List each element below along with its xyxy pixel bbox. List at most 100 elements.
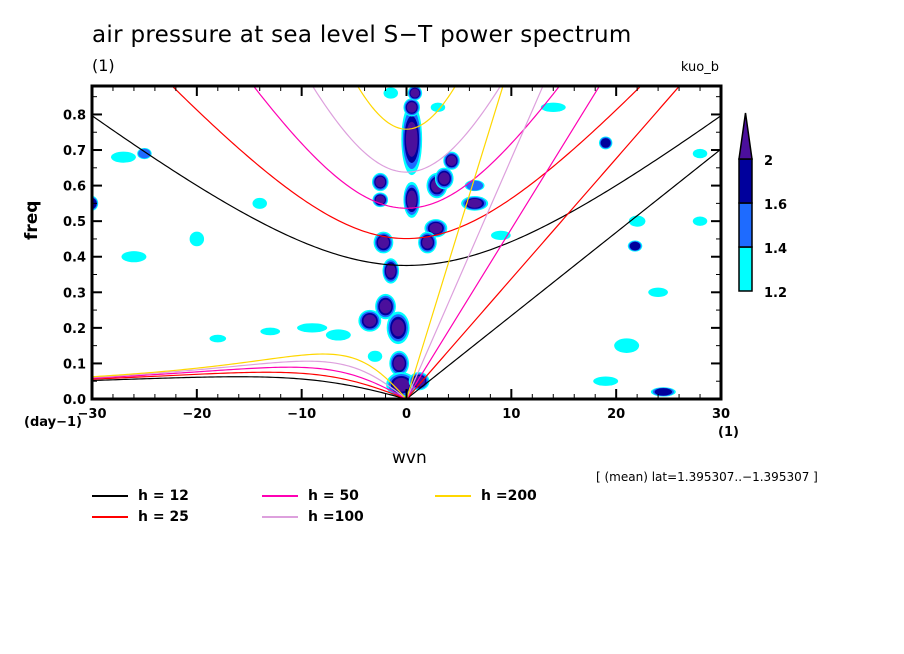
inertia-gravity-curve: [171, 86, 642, 240]
legend-label: h = 25: [138, 509, 189, 525]
contour-level-0: [252, 197, 267, 209]
contour-region: [593, 376, 619, 386]
latitude-note: [ (mean) lat=1.395307..−1.395307 ]: [596, 470, 818, 484]
contour-level-3: [393, 356, 405, 371]
contour-level-0: [383, 87, 399, 99]
contour-region: [648, 287, 668, 297]
legend-item: h =200: [435, 488, 537, 504]
rossby-curve: [92, 353, 407, 399]
x-axis-label: wvn: [392, 448, 427, 468]
legend-item: h = 12: [92, 488, 189, 504]
contour-region: [260, 327, 281, 336]
x-axis-unit: (1): [718, 425, 739, 440]
rossby-curve: [92, 371, 407, 399]
rossby-curve: [92, 360, 407, 399]
legend-label: h =200: [481, 488, 537, 504]
y-tick-label: 0.4: [63, 251, 86, 266]
kelvin-curve: [405, 86, 504, 399]
y-tick-label: 0.7: [63, 144, 86, 159]
contour-level-0: [325, 329, 351, 341]
contour-region: [627, 240, 643, 252]
legend-swatch: [92, 516, 128, 518]
contour-level-0: [692, 216, 708, 226]
chart-title: air pressure at sea level S−T power spec…: [92, 22, 632, 48]
y-tick-label: 0.5: [63, 215, 86, 230]
contour-fill-layer: [92, 86, 708, 398]
colorbar-label: 2: [764, 154, 773, 169]
contour-level-0: [593, 376, 619, 386]
contour-region: [403, 181, 421, 218]
y-tick-label: 0.3: [63, 286, 86, 301]
legend-swatch: [262, 495, 298, 497]
dispersion-curve-layer: [92, 86, 721, 399]
contour-region: [383, 87, 399, 99]
contour-region: [386, 311, 410, 345]
contour-level-3: [406, 190, 417, 210]
contour-level-3: [405, 121, 418, 157]
contour-level-3: [391, 319, 405, 337]
contour-region: [614, 338, 640, 353]
legend-swatch: [262, 516, 298, 518]
x-tick-label: −30: [78, 407, 107, 422]
legend-label: h = 12: [138, 488, 189, 504]
legend-label: h =100: [308, 509, 364, 525]
rossby-curve: [92, 376, 407, 399]
contour-level-3: [410, 88, 420, 98]
y-tick-label: 0.2: [63, 322, 86, 337]
contour-level-2: [654, 388, 673, 396]
contour-level-0: [209, 334, 227, 343]
inertia-gravity-curve: [356, 86, 457, 130]
contour-level-3: [393, 377, 410, 392]
contour-region: [367, 350, 383, 362]
y-tick-label: 0.1: [63, 357, 86, 372]
contour-level-3: [385, 264, 396, 278]
axis-ticks: −30 −20 −10 0 10 20 30 0.0 0.1 0.2 0.3 0.4 0.5 0.6 0.7…: [63, 86, 730, 422]
x-tick-label: −10: [287, 407, 316, 422]
contour-region: [443, 151, 460, 170]
contour-level-0: [648, 287, 668, 297]
contour-region: [325, 329, 351, 341]
inertia-gravity-curve: [311, 86, 502, 173]
colorbar-label: 1.2: [764, 286, 787, 301]
colorbar-label: 1.4: [764, 242, 787, 257]
contour-region: [540, 102, 566, 113]
contour-level-3: [422, 236, 433, 249]
kelvin-curve: [406, 86, 681, 399]
contour-region: [372, 192, 389, 208]
contour-level-0: [540, 102, 566, 113]
contour-region: [137, 148, 152, 160]
contour-region: [389, 350, 410, 377]
contour-region: [464, 180, 485, 192]
contour-region: [407, 86, 423, 101]
contour-region: [189, 231, 205, 247]
y-tick-label: 0.6: [63, 180, 86, 195]
kelvin-curve: [405, 86, 544, 399]
contour-region: [650, 387, 676, 397]
contour-level-3: [379, 299, 392, 314]
model-label: kuo_b: [680, 60, 719, 75]
y-axis-unit: (day−1): [24, 415, 82, 430]
legend-swatch: [92, 495, 128, 497]
contour-level-0: [628, 215, 646, 227]
contour-region: [628, 215, 646, 227]
contour-level-0: [110, 151, 136, 163]
legend-item: h = 25: [92, 509, 189, 525]
contour-region: [373, 231, 394, 254]
y-tick-label: 0.8: [63, 108, 86, 123]
contour-region: [461, 196, 489, 211]
contour-region: [372, 172, 389, 192]
contour-region: [297, 323, 328, 333]
contour-level-3: [377, 236, 390, 249]
contour-region: [382, 258, 400, 284]
contour-level-0: [614, 338, 640, 353]
contour-region: [209, 334, 227, 343]
contour-level-2: [629, 241, 641, 251]
contour-level-0: [692, 148, 708, 159]
contour-region: [598, 136, 613, 150]
contour-level-3: [429, 223, 443, 234]
colorbar-segment: [738, 202, 753, 248]
contour-region: [403, 98, 421, 117]
contour-level-3: [363, 314, 377, 327]
contour-region: [110, 151, 136, 163]
